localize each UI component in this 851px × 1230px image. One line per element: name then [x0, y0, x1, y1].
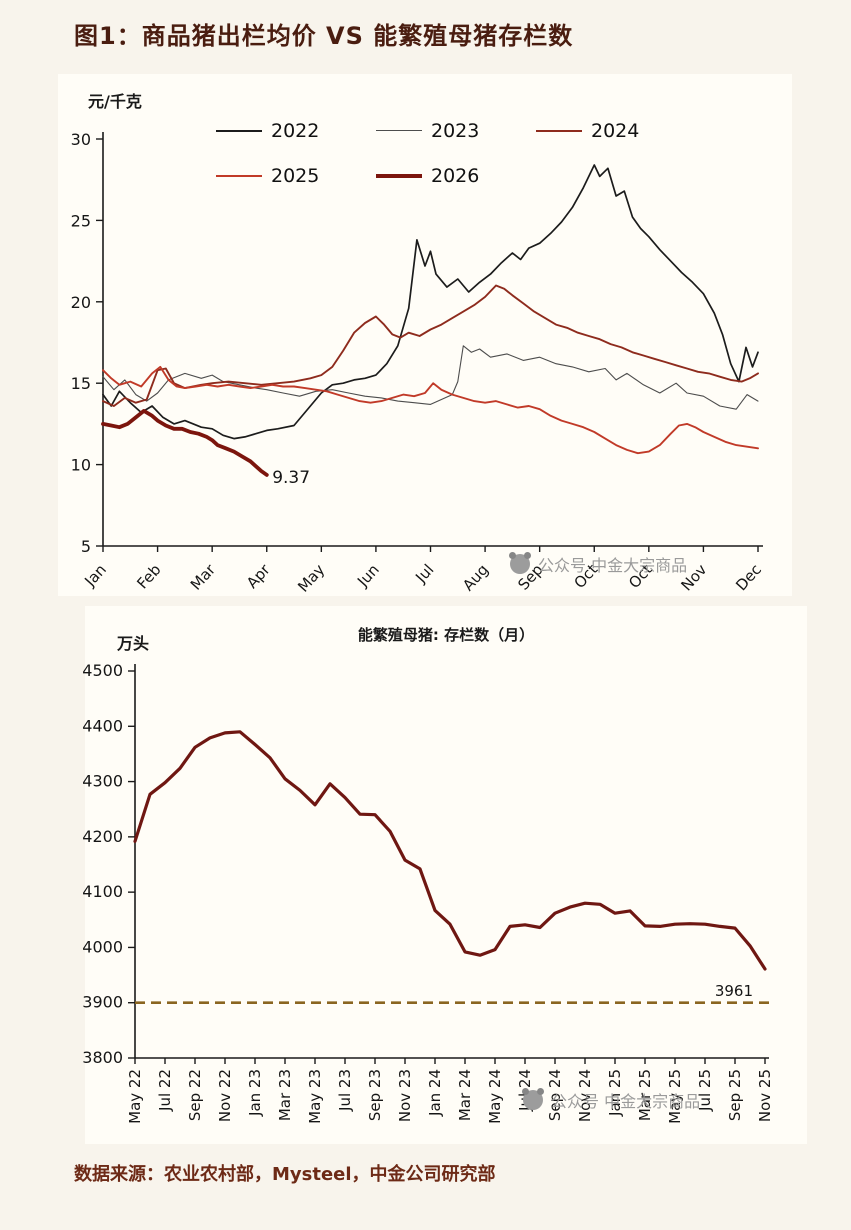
- x-tick-label: Feb: [133, 561, 164, 593]
- x-tick-label: Jul 23: [336, 1069, 354, 1112]
- legend-item-2025: 2025: [216, 153, 376, 198]
- data-source: 数据来源：农业农村部，Mysteel，中金公司研究部: [74, 1164, 496, 1185]
- x-tick-label: Mar 25: [636, 1069, 654, 1121]
- x-tick-label: Sep 24: [546, 1069, 564, 1121]
- x-tick-label: Jan 25: [606, 1069, 624, 1117]
- sow-chart-unit-label: 万头: [117, 634, 150, 653]
- x-tick-label: Mar 23: [276, 1069, 294, 1121]
- price-chart-unit-label: 元/千克: [88, 92, 142, 111]
- legend-label: 2022: [271, 119, 320, 142]
- price-chart-legend: 2022 2023 2024 2025 2026: [216, 108, 728, 198]
- x-tick-label: May 25: [666, 1069, 684, 1124]
- y-tick-label: 4100: [82, 882, 123, 901]
- watermark: 公众号 中金大宗商品: [509, 552, 688, 576]
- y-tick-label: 3800: [82, 1048, 123, 1067]
- y-tick-label: 20: [71, 293, 91, 312]
- y-tick-label: 25: [71, 211, 91, 230]
- legend-line-sample: [216, 174, 262, 177]
- legend-item-2022: 2022: [216, 108, 376, 153]
- x-tick-label: Jan 23: [246, 1069, 264, 1117]
- price-chart-panel: 元/千克 2022 2023 2024 2025 2026 30 25 20 15 10 5 Jan…: [58, 74, 792, 596]
- series-2022-line: [102, 164, 759, 440]
- series-2026-line: [101, 408, 269, 477]
- x-tick-label: Jul 25: [696, 1069, 714, 1112]
- y-tick-label: 4400: [82, 716, 123, 735]
- x-tick-label: Jan 24: [426, 1069, 444, 1117]
- legend-label: 2026: [431, 164, 480, 187]
- x-tick-label: Nov 25: [756, 1069, 774, 1122]
- sow-inventory-line: [133, 730, 767, 971]
- x-tick-label: May 22: [126, 1069, 144, 1124]
- legend-item-2023: 2023: [376, 108, 536, 153]
- x-tick-label: Nov 22: [216, 1069, 234, 1122]
- x-tick-label: Jun: [353, 561, 383, 591]
- y-tick-label: 3900: [82, 993, 123, 1012]
- watermark-text: 公众号 中金大宗商品: [538, 556, 688, 575]
- price-annotation: 9.37: [272, 468, 310, 488]
- sow-chart-title: 能繁殖母猪: 存栏数（月）: [357, 626, 535, 644]
- x-tick-label: May 23: [306, 1069, 324, 1124]
- x-tick-label: Dec: [732, 561, 765, 595]
- legend-label: 2024: [591, 119, 640, 142]
- x-tick-label: Nov 23: [396, 1069, 414, 1122]
- series-2024-line: [102, 284, 759, 407]
- legend-line-sample: [376, 173, 422, 178]
- y-tick-label: 15: [71, 374, 91, 393]
- panda-logo-icon: [509, 552, 531, 574]
- x-tick-label: Aug: [459, 561, 492, 595]
- series-2025-line: [102, 365, 759, 455]
- x-tick-label: May: [294, 561, 328, 596]
- legend-item-2026: 2026: [376, 153, 536, 198]
- sow-inventory-chart-panel: 万头 能繁殖母猪: 存栏数（月） 4500 4400 4300 4200 4100 400…: [82, 606, 807, 1144]
- y-tick-label: 4500: [82, 661, 123, 680]
- legend-line-sample: [376, 130, 422, 131]
- x-tick-label: Sep 25: [726, 1069, 744, 1121]
- x-tick-label: Jul 22: [156, 1069, 174, 1112]
- watermark-text: 公众号 中金大宗商品: [551, 1092, 701, 1111]
- y-tick-label: 4200: [82, 827, 123, 846]
- legend-line-sample: [216, 129, 262, 132]
- legend-label: 2025: [271, 164, 320, 187]
- y-tick-label: 4300: [82, 772, 123, 791]
- figure-title: 图1：商品猪出栏均价 VS 能繁殖母猪存栏数: [74, 22, 574, 50]
- panda-logo-icon: [522, 1088, 544, 1110]
- x-tick-label: Mar: [187, 560, 220, 594]
- y-tick-label: 4000: [82, 937, 123, 956]
- legend-line-sample: [536, 129, 582, 132]
- x-tick-label: Jan: [80, 561, 110, 591]
- y-tick-label: 30: [71, 130, 91, 149]
- legend-item-2024: 2024: [536, 108, 696, 153]
- series-2023-line: [102, 345, 759, 410]
- x-tick-label: Sep 22: [186, 1069, 204, 1121]
- inventory-annotation: 3961: [715, 982, 753, 1000]
- y-tick-label: 10: [71, 456, 91, 475]
- x-tick-label: Apr: [243, 560, 274, 592]
- x-tick-label: Sep 23: [366, 1069, 384, 1121]
- watermark: 公众号 中金大宗商品: [522, 1088, 701, 1112]
- x-tick-label: May 24: [486, 1069, 504, 1124]
- x-tick-label: Mar 24: [456, 1069, 474, 1121]
- x-tick-label: Nov 24: [576, 1069, 594, 1122]
- x-tick-label: Jul: [411, 561, 437, 587]
- y-tick-label: 5: [81, 537, 91, 556]
- legend-label: 2023: [431, 119, 480, 142]
